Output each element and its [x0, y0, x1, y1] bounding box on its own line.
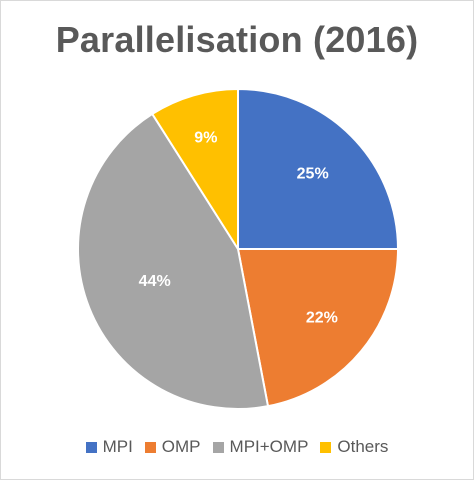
legend-label-others: Others	[337, 437, 389, 456]
legend-swatch-mpi-omp	[212, 441, 224, 453]
data-label-others: 9%	[194, 130, 217, 147]
chart-title: Parallelisation (2016)	[55, 19, 419, 60]
legend-item-mpi-omp: MPI+OMP	[212, 437, 309, 457]
data-label-omp: 22%	[306, 310, 338, 327]
pie-slice-mpi-omp	[77, 112, 270, 410]
pie-slice-others	[150, 87, 239, 253]
legend-label-mpi: MPI	[102, 437, 133, 456]
data-label-mpi: 25%	[297, 166, 329, 183]
legend-swatch-mpi	[85, 441, 97, 453]
legend-item-mpi: MPI	[85, 437, 133, 457]
legend: MPI OMP MPI+OMP Others	[1, 437, 473, 457]
legend-label-mpi-omp: MPI+OMP	[229, 437, 309, 456]
legend-swatch-omp	[144, 441, 156, 453]
legend-swatch-others	[320, 441, 332, 453]
legend-item-others: Others	[320, 437, 388, 457]
data-label-mpi-omp: 44%	[139, 273, 171, 290]
pie-slice-mpi	[237, 87, 400, 250]
pie-slice-omp	[236, 248, 400, 408]
legend-item-omp: OMP	[144, 437, 201, 457]
legend-label-omp: OMP	[161, 437, 201, 456]
